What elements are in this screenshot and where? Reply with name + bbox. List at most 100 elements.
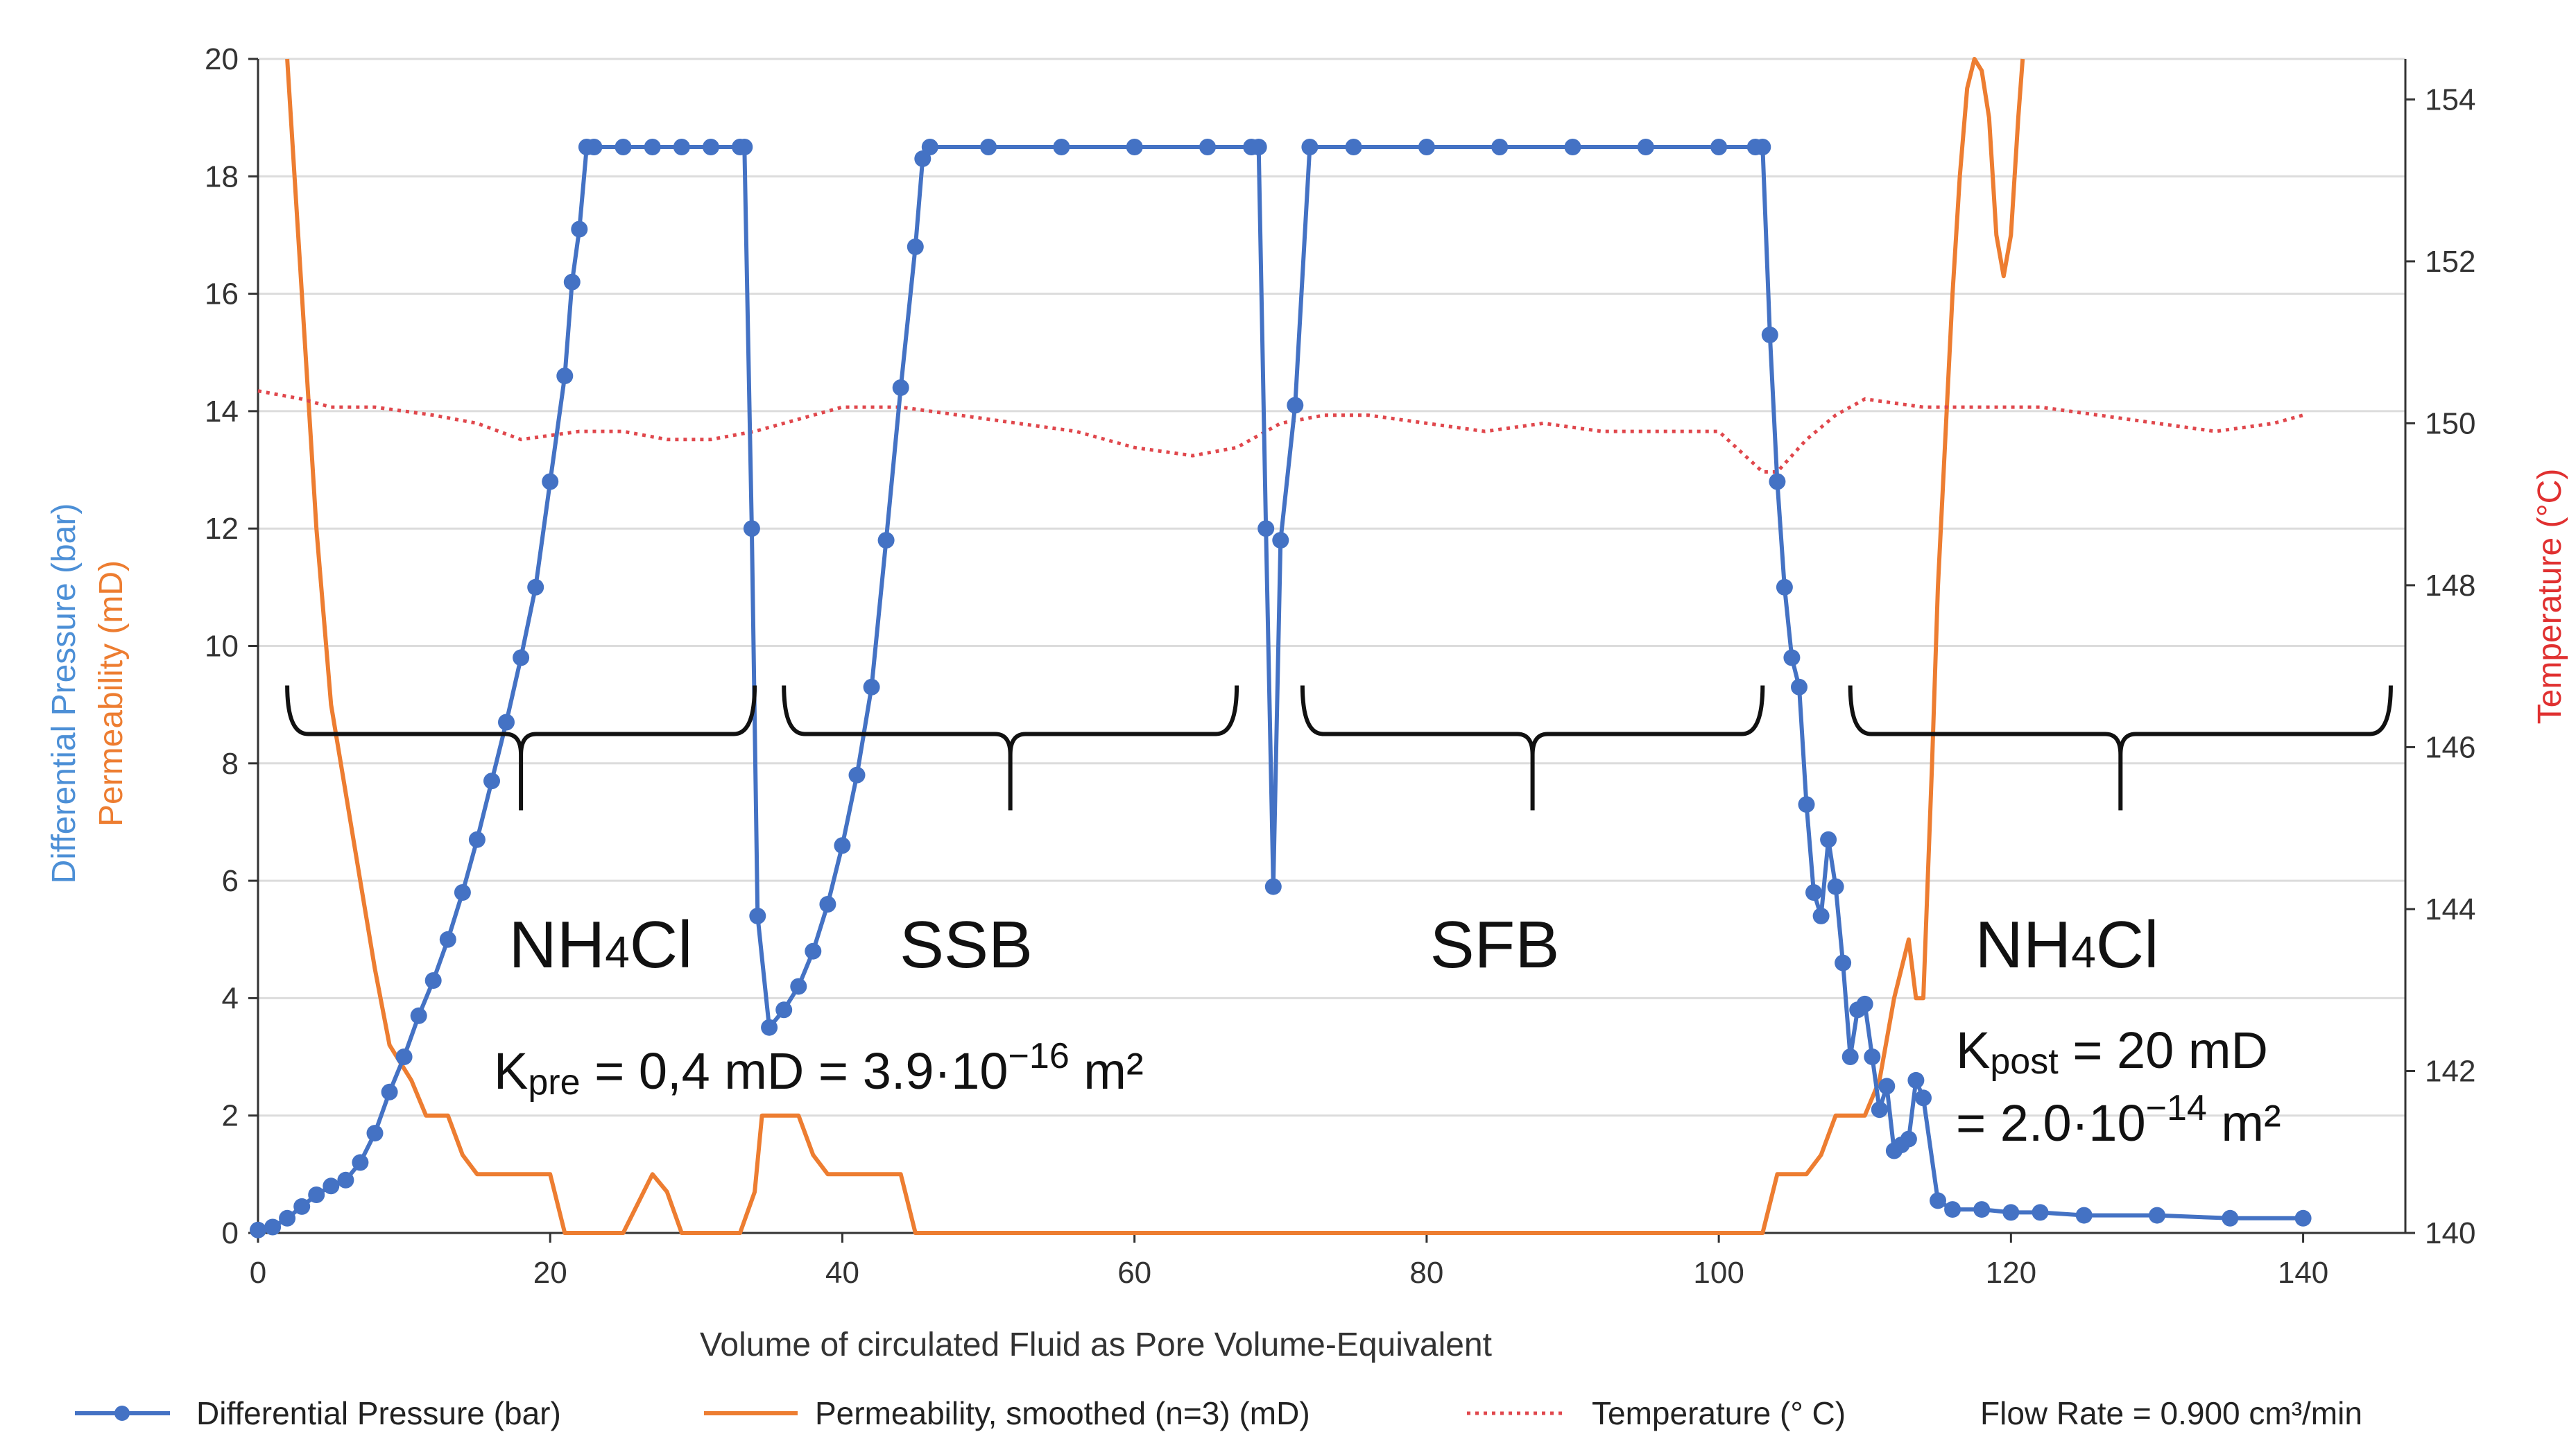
phase-bracket-1 (782, 685, 1239, 811)
dp-point-81 (1871, 1101, 1888, 1119)
dp-point-18 (513, 649, 530, 666)
x-tick-label-20: 20 (533, 1256, 567, 1290)
dp-point-38 (819, 896, 836, 913)
phase-label-nh4cl-2: NH4Cl (1975, 908, 2159, 982)
dp-point-55 (1272, 532, 1289, 549)
dp-point-28 (673, 139, 690, 155)
dp-point-63 (1710, 139, 1728, 155)
dp-point-32 (743, 520, 760, 537)
dp-point-48 (1053, 139, 1070, 155)
x-tick-label-140: 140 (2278, 1256, 2328, 1290)
dp-point-80 (1864, 1048, 1881, 1065)
y2-axis-title-temperature: Temperature (°C) (2532, 469, 2568, 725)
legend-swatch-dp-marker (114, 1406, 130, 1421)
dp-point-23 (571, 221, 588, 238)
dp-point-86 (1907, 1071, 1925, 1089)
dp-point-39 (834, 837, 851, 854)
differential-pressure-series (250, 139, 2312, 1238)
dp-point-87 (1915, 1089, 1932, 1107)
dp-point-73 (1812, 907, 1830, 924)
dp-point-74 (1820, 831, 1837, 848)
dp-point-95 (2222, 1209, 2239, 1227)
dp-point-1 (264, 1218, 282, 1236)
dp-point-25 (585, 139, 603, 155)
dp-point-22 (563, 273, 581, 291)
x-tick-label-60: 60 (1117, 1256, 1151, 1290)
y-tick-label-16: 16 (205, 277, 239, 311)
y-tick-label-2: 2 (222, 1099, 239, 1133)
dp-point-49 (1126, 139, 1143, 155)
y-axis-title-permeability: Permeability (mD) (93, 560, 130, 827)
x-tick-label-40: 40 (825, 1256, 859, 1290)
dp-point-36 (790, 978, 807, 995)
dp-point-35 (775, 1001, 793, 1019)
phase-label-ssb: SSB (900, 908, 1033, 982)
horizontal-gridlines (258, 58, 2405, 1117)
dp-point-89 (1944, 1201, 1961, 1218)
dp-point-11 (410, 1007, 427, 1024)
y2-tick-label-150: 150 (2425, 406, 2475, 440)
dp-point-31 (736, 139, 753, 155)
dp-point-59 (1418, 139, 1435, 155)
phase-label-sfb: SFB (1430, 908, 1560, 982)
dp-point-37 (805, 942, 822, 960)
dp-point-16 (483, 773, 500, 790)
dp-point-54 (1264, 878, 1282, 895)
y2-tick-label-142: 142 (2425, 1054, 2475, 1088)
y-tick-label-20: 20 (205, 42, 239, 76)
dp-point-8 (366, 1125, 384, 1142)
dp-point-14 (454, 884, 471, 901)
dp-point-3 (293, 1198, 311, 1215)
dp-point-27 (644, 139, 661, 155)
dp-point-70 (1791, 678, 1808, 696)
x-axis-title: Volume of circulated Fluid as Pore Volum… (700, 1327, 1492, 1363)
dp-point-79 (1856, 995, 1873, 1012)
dp-point-57 (1301, 139, 1319, 155)
y-axis-title-pressure: Differential Pressure (bar) (46, 503, 83, 884)
phase-bracket-0 (285, 685, 757, 811)
dp-point-93 (2075, 1207, 2093, 1224)
dp-point-6 (337, 1171, 354, 1189)
y2-tick-label-148: 148 (2425, 569, 2475, 603)
dp-point-60 (1491, 139, 1509, 155)
dp-point-21 (556, 368, 574, 385)
dp-point-7 (352, 1154, 369, 1171)
dp-point-0 (250, 1221, 266, 1238)
dp-point-47 (980, 139, 997, 155)
dp-point-29 (702, 139, 719, 155)
dp-point-12 (424, 972, 442, 989)
dp-point-56 (1287, 397, 1304, 414)
y-tick-label-0: 0 (222, 1216, 239, 1250)
y-tick-label-6: 6 (222, 864, 239, 898)
y-axis-title-group: Differential Pressure (bar) (46, 503, 83, 884)
y2-tick-label-140: 140 (2425, 1216, 2475, 1250)
y-tick-label-4: 4 (222, 981, 239, 1015)
y2-tick-label-152: 152 (2425, 245, 2475, 279)
dp-point-72 (1805, 884, 1822, 901)
dp-point-5 (323, 1177, 340, 1195)
y-tick-label-8: 8 (222, 747, 239, 781)
dp-point-15 (468, 831, 486, 848)
legend-label-dp: Differential Pressure (bar) (196, 1395, 561, 1431)
legend-label-perm: Permeability, smoothed (n=3) (mD) (815, 1395, 1310, 1431)
tick-labels: 0 2 4 6 8 10 12 14 16 18 20 140 142 144 146 148 150 152 15… (205, 42, 2475, 1290)
x-tick-label-0: 0 (250, 1256, 266, 1290)
legend: Differential Pressure (bar) Permeability… (75, 1395, 2362, 1431)
dp-point-75 (1827, 878, 1844, 895)
dp-point-71 (1798, 796, 1815, 813)
legend-label-temp: Temperature (° C) (1592, 1395, 1846, 1431)
dp-point-17 (498, 714, 515, 731)
dp-point-96 (2294, 1209, 2312, 1227)
dp-point-66 (1761, 326, 1778, 343)
y-tick-label-10: 10 (205, 630, 239, 664)
dp-point-62 (1637, 139, 1654, 155)
y-axis-title-group-2: Permeability (mD) (93, 560, 130, 827)
dp-point-85 (1900, 1130, 1917, 1148)
dp-point-92 (2032, 1204, 2049, 1221)
dp-point-77 (1841, 1048, 1859, 1065)
phase-bracket-2 (1300, 685, 1765, 811)
temperature-series (257, 389, 2304, 474)
kpre-annotation: Kpre = 0,4 mD = 3.9·10−16 m² (494, 1036, 1144, 1103)
dp-point-4 (308, 1186, 325, 1203)
permeability-series (285, 57, 2025, 1235)
